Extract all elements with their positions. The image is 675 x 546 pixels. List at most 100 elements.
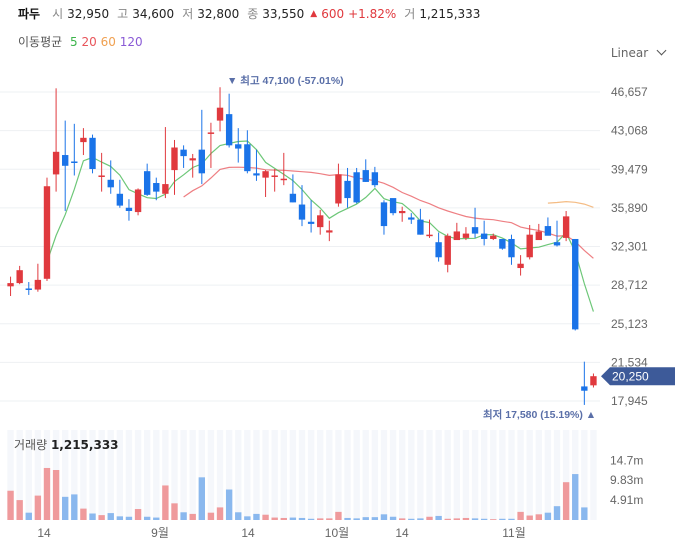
price-tick-label: 35,890: [611, 201, 648, 215]
volume-bg-stripe: [417, 430, 424, 520]
candle: [244, 130, 251, 174]
volume-bg-stripe: [462, 430, 470, 520]
volume-bg-stripe: [244, 430, 251, 520]
candle: [43, 177, 51, 281]
volume-bar: [426, 516, 433, 520]
volume-bar: [508, 518, 515, 520]
volume-bg-stripe: [107, 430, 114, 520]
candle: [499, 238, 506, 250]
volume-bg-stripe: [180, 430, 187, 520]
volume-bg-stripe: [490, 430, 497, 520]
price-tick-label: 43,068: [611, 124, 648, 138]
volume-bar: [16, 500, 23, 520]
ma5-toggle[interactable]: 5: [70, 35, 78, 49]
volume-bar: [25, 512, 32, 520]
volume-bar: [62, 496, 69, 520]
ma120-toggle[interactable]: 120: [119, 35, 143, 49]
ma20-line: [183, 166, 594, 259]
volume-bg-stripe: [444, 430, 451, 520]
open-label: 시: [52, 7, 64, 21]
volume-bar: [180, 512, 187, 520]
volume-bg-stripe: [262, 430, 269, 520]
volume-bar: [326, 518, 333, 520]
candle: [526, 224, 533, 260]
change-value: 600: [321, 6, 345, 21]
volume-bar: [317, 518, 324, 520]
candle: [162, 127, 169, 199]
volume-bg-stripe: [517, 430, 524, 520]
volume-bar: [298, 517, 306, 520]
price-tick-label: 32,301: [611, 240, 648, 254]
candle: [207, 122, 215, 168]
candle: [471, 207, 479, 238]
volume-bar: [80, 508, 87, 520]
volume-tick-label: 14.7m: [610, 453, 643, 467]
candle: [444, 233, 451, 273]
date-tick-label: 14: [241, 526, 255, 540]
volume-bar: [490, 519, 497, 520]
scale-selector[interactable]: Linear: [610, 45, 667, 60]
candle: [562, 210, 570, 242]
candle: [34, 263, 42, 292]
price-tick-label: 25,123: [611, 317, 648, 331]
close-label: 종: [247, 7, 259, 21]
volume-bar: [371, 517, 379, 520]
volume-bg-stripe: [125, 430, 133, 520]
volume-bg-stripe: [526, 430, 533, 520]
volume-bar: [7, 490, 14, 520]
candle: [326, 220, 333, 242]
candle: [572, 238, 579, 331]
volume-bar: [499, 518, 506, 520]
candle: [225, 93, 233, 148]
volume-bar: [134, 509, 142, 520]
volume-bg-stripe: [544, 430, 552, 520]
volume-bar: [417, 518, 424, 520]
volume-panel-label: 거래량: [14, 438, 48, 452]
volume-bg-stripe: [317, 430, 324, 520]
volume-bg-stripe: [207, 430, 215, 520]
moving-average-label: 이동평균: [18, 35, 63, 49]
volume-bar: [453, 518, 461, 520]
volume-bar: [572, 474, 579, 520]
volume-bar: [244, 516, 251, 520]
volume-bg-stripe: [408, 430, 415, 520]
stock-header: 파두 시 32,950 고 34,600 저 32,800 종 33,550 ▲…: [18, 5, 484, 22]
volume-bar: [52, 470, 60, 520]
volume-bar: [125, 516, 133, 520]
volume-bg-stripe: [389, 430, 397, 520]
ma60-toggle[interactable]: 60: [100, 35, 116, 49]
low-annotation: 최저 17,580 (15.19%) ▲: [483, 408, 596, 421]
volume-bar: [107, 513, 114, 520]
candle: [462, 227, 470, 241]
candle: [25, 282, 32, 295]
volume-bar: [562, 482, 570, 520]
volume-bg-stripe: [189, 430, 196, 520]
candle: [389, 198, 397, 216]
volume-bg-stripe: [89, 430, 96, 520]
candle: [535, 223, 542, 241]
volume-bar: [526, 515, 533, 520]
volume-bar: [198, 477, 206, 520]
volume-bg-stripe: [271, 430, 278, 520]
ma20-toggle[interactable]: 20: [81, 35, 97, 49]
price-tick-label: 39,479: [611, 162, 648, 176]
candle: [435, 232, 442, 262]
candle: [89, 134, 96, 174]
candle: [417, 208, 424, 235]
scale-label: Linear: [610, 46, 649, 60]
volume-bg-stripe: [426, 430, 433, 520]
candle: [253, 149, 260, 181]
candle: [517, 255, 524, 276]
candle: [490, 233, 497, 241]
candle: [544, 217, 552, 236]
candle: [317, 209, 324, 235]
volume-bar: [344, 517, 351, 520]
candle: [216, 87, 224, 132]
candle: [280, 152, 287, 186]
volume-bg-stripe: [535, 430, 542, 520]
candle: [380, 200, 388, 235]
volume-bg-stripe: [435, 430, 442, 520]
volume-bg-stripe: [116, 430, 124, 520]
volume-bar: [408, 518, 415, 520]
